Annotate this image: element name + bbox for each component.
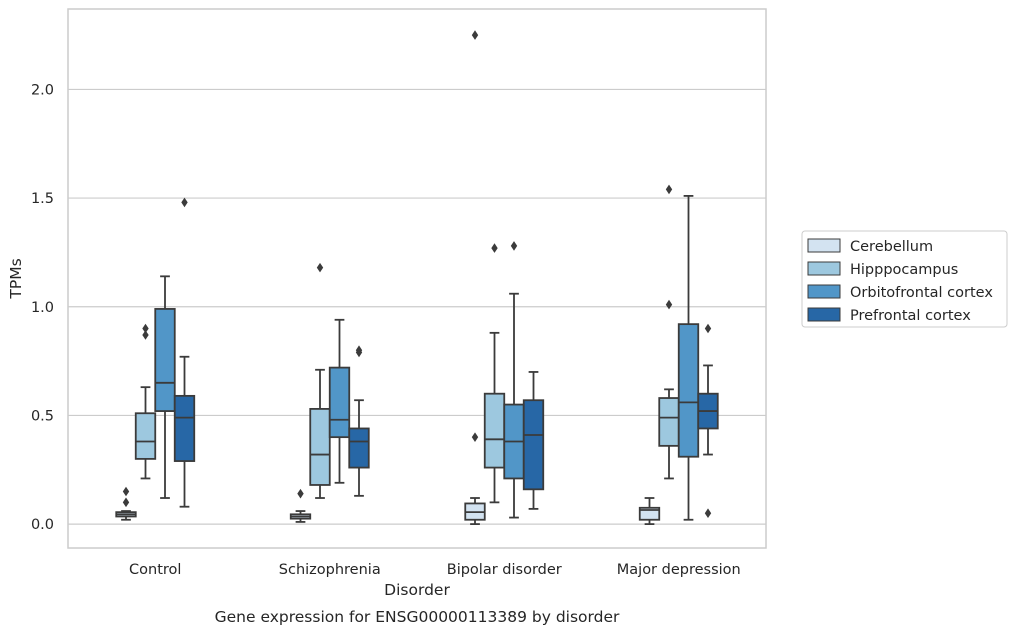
x-tick-label: Bipolar disorder bbox=[447, 562, 562, 578]
outlier-point bbox=[142, 330, 149, 340]
box-prefrontal-cortex-major-depression bbox=[697, 323, 719, 519]
legend-swatch bbox=[807, 261, 841, 276]
outlier-point bbox=[316, 262, 324, 273]
legend-label: Hipppocampus bbox=[850, 262, 958, 278]
x-tick-label: Control bbox=[129, 562, 181, 578]
y-tick-label: 0.5 bbox=[31, 408, 54, 424]
x-axis-title: Disorder bbox=[384, 581, 450, 599]
box-iqr bbox=[483, 392, 506, 469]
box-hipppocampus-major-depression bbox=[658, 184, 680, 480]
box-iqr bbox=[348, 427, 370, 469]
box-prefrontal-cortex-schizophrenia bbox=[348, 345, 370, 497]
box-hipppocampus-bipolar-disorder bbox=[483, 243, 506, 504]
outlier-point bbox=[142, 323, 149, 334]
box-orbitofrontal-cortex-major-depression bbox=[677, 195, 700, 521]
y-axis-title: TPMs bbox=[7, 258, 25, 299]
y-tick-label: 1.5 bbox=[31, 191, 54, 207]
x-tick-labels: Control Schizophrenia Bipolar disorder Majo… bbox=[129, 562, 741, 578]
outlier-point bbox=[704, 323, 712, 334]
box-iqr bbox=[154, 308, 176, 412]
legend-label: Orbitofrontal cortex bbox=[850, 285, 993, 301]
y-tick-labels: 0.0 0.5 1.0 1.5 2.0 bbox=[31, 82, 54, 533]
outlier-point bbox=[510, 241, 518, 251]
outlier-point bbox=[491, 243, 498, 253]
legend-swatch bbox=[807, 238, 841, 253]
legend-label: Cerebellum bbox=[850, 239, 933, 255]
legend-swatch bbox=[807, 284, 841, 299]
box-orbitofrontal-cortex-control bbox=[154, 275, 176, 499]
outlier-point bbox=[471, 30, 479, 40]
outlier-point bbox=[122, 486, 130, 497]
box-orbitofrontal-cortex-bipolar-disorder bbox=[503, 241, 525, 519]
chart-caption: Gene expression for ENSG00000113389 by d… bbox=[215, 608, 620, 626]
box-iqr bbox=[522, 399, 545, 491]
y-tick-label: 1.0 bbox=[31, 300, 54, 316]
box-iqr bbox=[658, 397, 680, 447]
outlier-point bbox=[181, 197, 188, 208]
box-orbitofrontal-cortex-schizophrenia bbox=[328, 318, 351, 484]
box-iqr bbox=[638, 506, 661, 521]
legend-swatch bbox=[807, 307, 841, 322]
x-tick-label: Major depression bbox=[617, 562, 741, 578]
legend-label: Prefrontal cortex bbox=[850, 308, 971, 324]
box-cerebellum-bipolar-disorder bbox=[464, 30, 486, 525]
grid-lines bbox=[68, 88, 766, 525]
outlier-point bbox=[665, 184, 673, 195]
outlier-point bbox=[297, 488, 304, 499]
box-iqr bbox=[677, 323, 700, 458]
box-cerebellum-schizophrenia bbox=[289, 488, 312, 523]
box-iqr bbox=[328, 366, 351, 439]
box-iqr bbox=[134, 412, 157, 460]
outlier-point bbox=[122, 497, 130, 508]
y-tick-label: 0.0 bbox=[31, 517, 54, 533]
x-tick-label: Schizophrenia bbox=[279, 562, 381, 578]
outlier-point bbox=[665, 299, 673, 310]
outlier-point bbox=[471, 432, 479, 442]
plot-frame bbox=[67, 8, 767, 549]
outlier-point bbox=[704, 508, 712, 519]
box-cerebellum-major-depression bbox=[638, 497, 661, 525]
y-tick-label: 2.0 bbox=[31, 82, 54, 98]
legend: Cerebellum Hipppocampus Orbitofrontal cort… bbox=[801, 230, 1008, 328]
box-cerebellum-control bbox=[115, 486, 137, 521]
box-hipppocampus-control bbox=[134, 323, 157, 480]
outlier-point bbox=[355, 345, 363, 356]
box-hipppocampus-schizophrenia bbox=[309, 262, 331, 499]
box-prefrontal-cortex-control bbox=[173, 197, 196, 508]
box-prefrontal-cortex-bipolar-disorder bbox=[522, 371, 545, 510]
legend-frame bbox=[801, 230, 1008, 328]
box-marks bbox=[115, 30, 719, 525]
box-iqr bbox=[309, 408, 331, 486]
box-iqr bbox=[173, 394, 196, 462]
